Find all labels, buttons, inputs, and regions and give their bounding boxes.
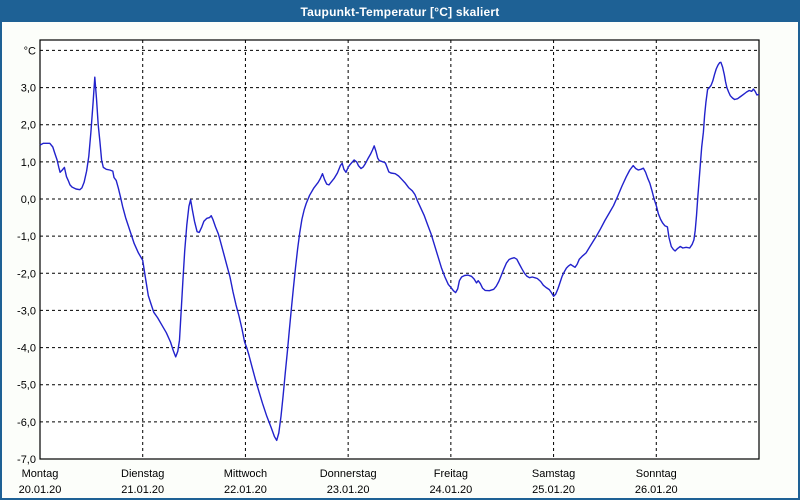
x-day-label: Donnerstag — [320, 468, 377, 480]
y-tick-label: 0,0 — [21, 194, 36, 206]
window-titlebar: Taupunkt-Temperatur [°C] skaliert — [2, 2, 798, 22]
y-tick-label: -3,0 — [17, 305, 36, 317]
y-axis-unit-label: °C — [24, 45, 36, 57]
y-tick-label: -6,0 — [17, 417, 36, 429]
x-day-label: Montag — [22, 468, 59, 480]
x-day-label: Freitag — [434, 468, 468, 480]
x-gridlines — [142, 40, 657, 459]
x-date-label: 21.01.20 — [121, 484, 164, 496]
x-date-label: 20.01.20 — [19, 484, 62, 496]
y-tick-labels: °C 3,0 2,0 1,0 0,0 -1,0 -2,0 -3,0 -4,0 -5,0 -6,0 -7… — [17, 45, 36, 466]
plot-border — [39, 39, 760, 460]
x-date-label: 26.01.20 — [635, 484, 678, 496]
window-title: Taupunkt-Temperatur [°C] skaliert — [300, 5, 500, 19]
y-tick-label: -5,0 — [17, 380, 36, 392]
y-tick-label: -7,0 — [17, 454, 36, 466]
x-date-label: 25.01.20 — [532, 484, 575, 496]
x-date-label: 22.01.20 — [224, 484, 267, 496]
temperature-series-line — [39, 61, 760, 442]
plot-area — [40, 40, 759, 459]
x-date-label: 23.01.20 — [327, 484, 370, 496]
x-day-label: Mittwoch — [224, 468, 267, 480]
y-tick-label: -4,0 — [17, 343, 36, 355]
x-day-label: Samstag — [532, 468, 575, 480]
y-tick-label: 2,0 — [21, 120, 36, 132]
x-date-label: 24.01.20 — [429, 484, 472, 496]
x-day-label: Sonntag — [636, 468, 677, 480]
y-tick-label: 3,0 — [21, 83, 36, 95]
y-tick-label: -1,0 — [17, 231, 36, 243]
y-tick-label: -2,0 — [17, 268, 36, 280]
y-tick-label: 1,0 — [21, 157, 36, 169]
x-tick-labels: Montag 20.01.20 Dienstag 21.01.20 Mittwoch 22… — [19, 468, 678, 496]
x-day-label: Dienstag — [121, 468, 164, 480]
